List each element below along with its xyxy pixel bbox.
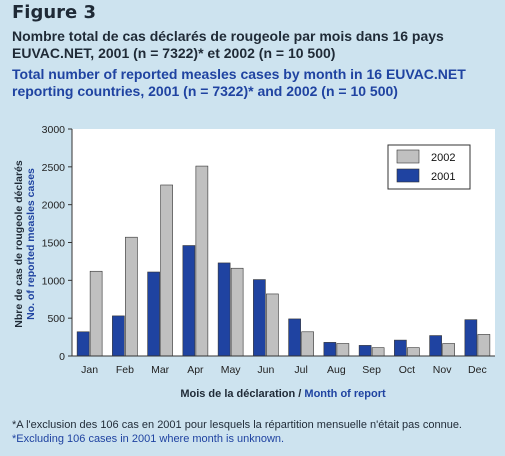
bar-chart: 0 500 1000 1500 2000 2500 3000 Jan Feb Mar Apr May… xyxy=(0,112,505,408)
figure-label: Figure 3 xyxy=(12,2,97,23)
x-tick-label-feb: Feb xyxy=(116,364,134,376)
bar-2002-jan xyxy=(89,270,103,357)
chart-container: 0 500 1000 1500 2000 2500 3000 Jan Feb Mar Apr May… xyxy=(0,112,505,408)
bar-2001-jul xyxy=(288,318,301,357)
y-tick-label: 1500 xyxy=(42,238,66,250)
bar-2002-jul xyxy=(301,331,314,357)
title-english: Total number of reported measles cases b… xyxy=(12,66,466,99)
x-tick-label-jul: Jul xyxy=(294,364,307,376)
x-tick-label-oct: Oct xyxy=(399,364,415,376)
bar-2002-jun xyxy=(266,293,279,357)
bar-2002-may xyxy=(230,267,244,357)
footnotes: *A l'exclusion des 106 cas en 2001 pour … xyxy=(12,418,497,446)
legend-label-2002: 2002 xyxy=(431,152,455,164)
y-tick-label: 2000 xyxy=(42,200,66,212)
y-axis-ticks: 0 500 1000 1500 2000 2500 3000 xyxy=(42,124,72,363)
x-axis-label: Mois de la déclaration / Month of report xyxy=(180,388,386,400)
bar-2002-oct xyxy=(407,347,420,357)
x-tick-label-dec: Dec xyxy=(468,364,487,376)
bars-group xyxy=(76,165,491,357)
x-axis-label-separator: / xyxy=(295,388,304,400)
legend: 2002 2001 xyxy=(387,144,471,190)
bar-2001-nov xyxy=(429,335,442,357)
legend-swatch-2001 xyxy=(396,168,420,183)
x-tick-label-nov: Nov xyxy=(433,364,452,376)
y-tick-label: 2500 xyxy=(42,162,66,174)
bar-2001-sep xyxy=(358,345,372,357)
y-tick-label: 1000 xyxy=(42,275,66,287)
title-french: Nombre total de cas déclarés de rougeole… xyxy=(12,28,444,61)
bar-2001-jan xyxy=(76,331,90,357)
bar-2002-apr xyxy=(195,165,209,357)
x-axis-label-french: Mois de la déclaration xyxy=(180,388,295,400)
legend-label-2001: 2001 xyxy=(431,171,455,183)
bar-2002-feb xyxy=(125,236,138,357)
x-tick-label-mar: Mar xyxy=(151,364,170,376)
x-tick-label-jun: Jun xyxy=(257,364,274,376)
x-tick-label-sep: Sep xyxy=(362,364,381,376)
y-tick-label: 0 xyxy=(59,351,65,363)
footnote-french: *A l'exclusion des 106 cas en 2001 pour … xyxy=(12,419,462,431)
x-axis-labels: Jan Feb Mar Apr May Jun Jul Aug Sep Oct Nov Dec xyxy=(81,364,487,376)
y-axis-label-french: Nbre de cas de rougeole déclarés xyxy=(13,160,25,328)
y-axis-label-english: No. of reported measles cases xyxy=(25,168,37,320)
x-tick-label-apr: Apr xyxy=(187,364,204,376)
legend-swatch-2002 xyxy=(396,149,420,164)
footnote-english: *Excluding 106 cases in 2001 where month… xyxy=(12,433,285,445)
bar-2001-jun xyxy=(253,279,266,357)
bar-2002-mar xyxy=(160,184,173,357)
x-tick-label-may: May xyxy=(221,364,242,376)
bar-2001-aug xyxy=(323,342,337,357)
bar-2001-mar xyxy=(147,271,160,357)
bar-2001-feb xyxy=(112,315,125,357)
bar-2001-may xyxy=(217,262,231,357)
bar-2001-oct xyxy=(394,339,407,357)
bar-2002-dec xyxy=(477,334,491,357)
bar-2001-apr xyxy=(182,245,196,357)
y-tick-label: 500 xyxy=(47,313,65,325)
bar-2002-nov xyxy=(442,343,455,357)
bar-2001-dec xyxy=(464,319,478,357)
y-tick-label: 3000 xyxy=(42,124,66,136)
bar-2002-sep xyxy=(371,347,385,357)
bar-2002-aug xyxy=(336,343,350,357)
x-tick-label-jan: Jan xyxy=(81,364,98,376)
x-axis-label-english: Month of report xyxy=(304,388,386,400)
x-tick-label-aug: Aug xyxy=(327,364,346,376)
